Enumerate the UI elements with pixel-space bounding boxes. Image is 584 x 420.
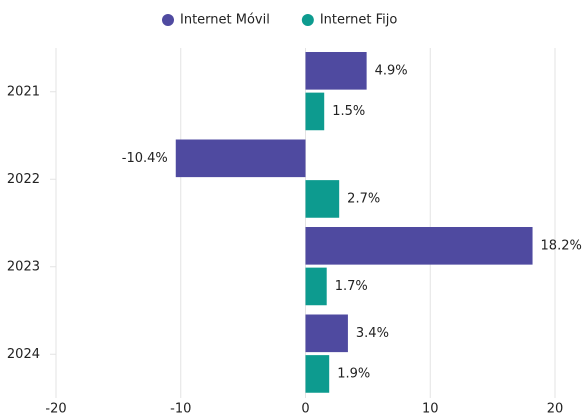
bar <box>305 227 533 265</box>
data-label: 18.2% <box>541 238 582 253</box>
bar <box>305 52 367 90</box>
legend-swatch <box>162 14 174 26</box>
x-tick-label: -10 <box>170 402 191 417</box>
bar <box>305 267 327 306</box>
y-tick-label: 2022 <box>7 172 40 187</box>
data-label: 1.7% <box>335 279 368 294</box>
bar <box>305 180 340 218</box>
bar <box>305 355 330 393</box>
bar <box>305 314 348 353</box>
y-tick-label: 2023 <box>7 259 40 274</box>
y-tick-label: 2021 <box>7 84 40 99</box>
data-label: 1.5% <box>332 104 365 119</box>
legend-swatch <box>301 14 314 26</box>
y-tick-label: 2024 <box>7 347 40 362</box>
legend-label: Internet Móvil <box>180 13 270 28</box>
legend-label: Internet Fijo <box>320 13 398 28</box>
data-label: 2.7% <box>347 191 380 206</box>
data-label: 3.4% <box>356 326 389 341</box>
x-tick-label: -20 <box>45 402 66 417</box>
data-label: -10.4% <box>122 151 168 166</box>
x-tick-label: 0 <box>301 402 309 417</box>
bar <box>305 92 325 131</box>
bar <box>175 139 306 178</box>
x-tick-label: 20 <box>547 402 564 417</box>
data-label: 1.9% <box>337 366 370 381</box>
data-label: 4.9% <box>375 63 408 78</box>
x-tick-label: 10 <box>422 402 439 417</box>
